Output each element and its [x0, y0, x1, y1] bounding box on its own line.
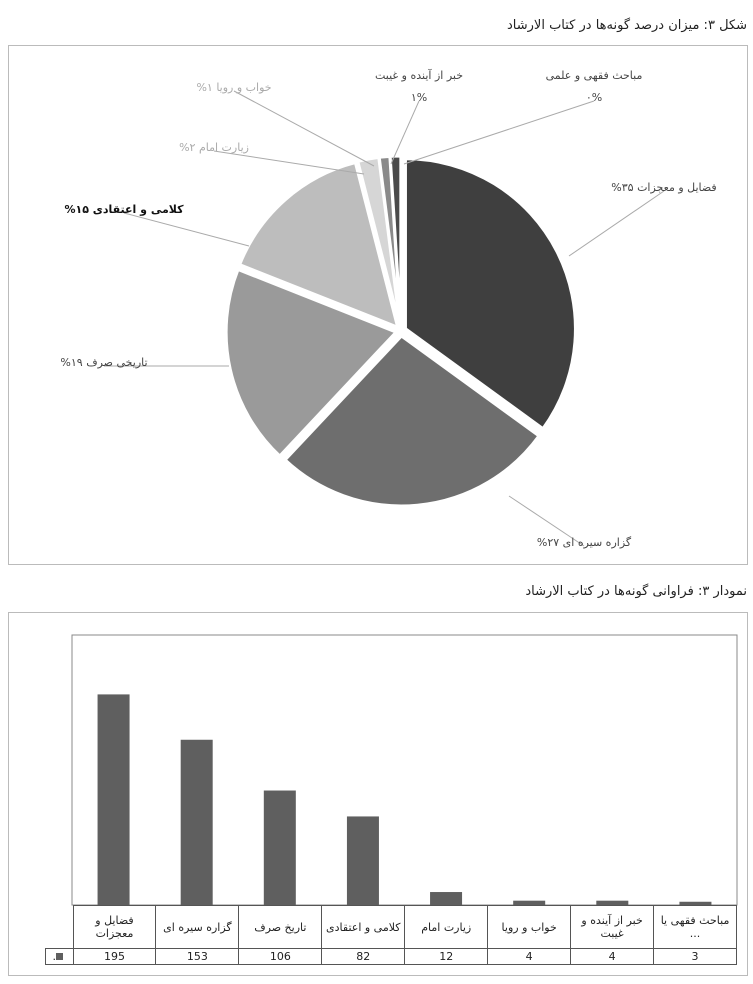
table-corner	[45, 905, 74, 949]
data-table: فضایل و معجزات گزاره سیره ای تاریخ صرف کلام…	[45, 905, 737, 965]
category-cell: گزاره سیره ای	[155, 905, 240, 949]
legend-label: .	[52, 950, 57, 963]
bar	[430, 892, 463, 905]
value-cell: 4	[487, 948, 572, 965]
slice-value: ۲۷%	[537, 536, 559, 549]
pie-slice	[237, 160, 400, 330]
slice-category: کلامی و اعتقادی	[93, 203, 184, 216]
leader-line	[390, 100, 420, 165]
category-cell: خبر از آینده و غیبت	[570, 905, 655, 949]
bar	[97, 694, 130, 905]
pie-slice	[403, 157, 577, 431]
bar	[596, 900, 629, 905]
leader-line	[233, 90, 375, 167]
pie-frame: فضایل و معجزات ۳۵% گزاره سیره ای ۲۷% تاریخ…	[8, 45, 748, 565]
slice-label: گزاره سیره ای ۲۷%	[537, 536, 632, 549]
value-cell: 82	[321, 948, 406, 965]
bar	[513, 900, 546, 905]
pie-slice	[282, 333, 542, 508]
slice-category: خبر از آینده و غیبت	[375, 68, 463, 82]
value-row: . 195 153 106 82 12 4 4 3	[45, 948, 737, 965]
value-cell: 195	[72, 948, 157, 965]
slice-value: ۱%	[411, 91, 427, 104]
slice-label: مباحث فقهی و علمی ۰%	[546, 69, 643, 104]
leader-line	[403, 100, 595, 165]
slice-label: خواب و رویا ۱%	[196, 81, 271, 94]
pie-slice	[224, 267, 399, 459]
slice-label: تاریخی صرف ۱۹%	[60, 356, 147, 369]
value-cell: 4	[570, 948, 655, 965]
slice-label: زیارت امام ۲%	[179, 141, 249, 154]
leader-line	[123, 212, 250, 247]
legend-swatch	[56, 953, 63, 960]
value-cell: 12	[404, 948, 489, 965]
slice-value: ۱۹%	[60, 356, 82, 369]
slice-category: مباحث فقهی و علمی	[546, 69, 643, 82]
slice-label: کلامی و اعتقادی ۱۵%	[64, 203, 184, 216]
leader-line	[568, 190, 665, 257]
slice-label: خبر از آینده و غیبت ۱%	[375, 68, 463, 104]
slice-value: ۱%	[196, 81, 212, 94]
category-cell: خواب و رویا	[487, 905, 572, 949]
category-cell: فضایل و معجزات	[72, 905, 157, 949]
slice-category: فضایل و معجزات	[637, 181, 717, 194]
slice-category: تاریخی صرف	[86, 356, 147, 369]
leader-line	[508, 495, 585, 547]
bar	[346, 816, 379, 905]
slice-label: فضایل و معجزات ۳۵%	[611, 181, 716, 194]
value-cell: 3	[653, 948, 737, 965]
bar-frame	[8, 612, 748, 976]
bar	[679, 901, 712, 905]
slice-category: زیارت امام	[199, 141, 249, 154]
category-cell: مباحث فقهی یا ...	[653, 905, 737, 949]
slice-value: ۱۵%	[64, 203, 89, 216]
slice-value: ۲%	[179, 141, 195, 154]
value-cell: 153	[155, 948, 240, 965]
legend-key: .	[45, 948, 74, 965]
figure-caption: شکل ۳: میزان درصد گونه‌ها در کتاب الارشا…	[506, 18, 747, 33]
category-cell: زیارت امام	[404, 905, 489, 949]
category-cell: کلامی و اعتقادی	[321, 905, 406, 949]
figure-caption: نمودار ۳: فراوانی گونه‌ها در کتاب الارشا…	[525, 584, 747, 599]
plot-area	[71, 634, 738, 906]
bar	[180, 739, 213, 905]
slice-value: ۳۵%	[611, 181, 633, 194]
bar	[263, 790, 296, 905]
leader-line	[213, 150, 365, 175]
category-cell: تاریخ صرف	[238, 905, 323, 949]
header-row: فضایل و معجزات گزاره سیره ای تاریخ صرف کلام…	[45, 905, 737, 949]
slice-value: ۰%	[586, 91, 602, 104]
slice-category: گزاره سیره ای	[563, 536, 632, 549]
slice-category: خواب و رویا	[216, 81, 271, 94]
pie-chart: فضایل و معجزات ۳۵% گزاره سیره ای ۲۷% تاریخ…	[60, 68, 716, 549]
value-cell: 106	[238, 948, 323, 965]
